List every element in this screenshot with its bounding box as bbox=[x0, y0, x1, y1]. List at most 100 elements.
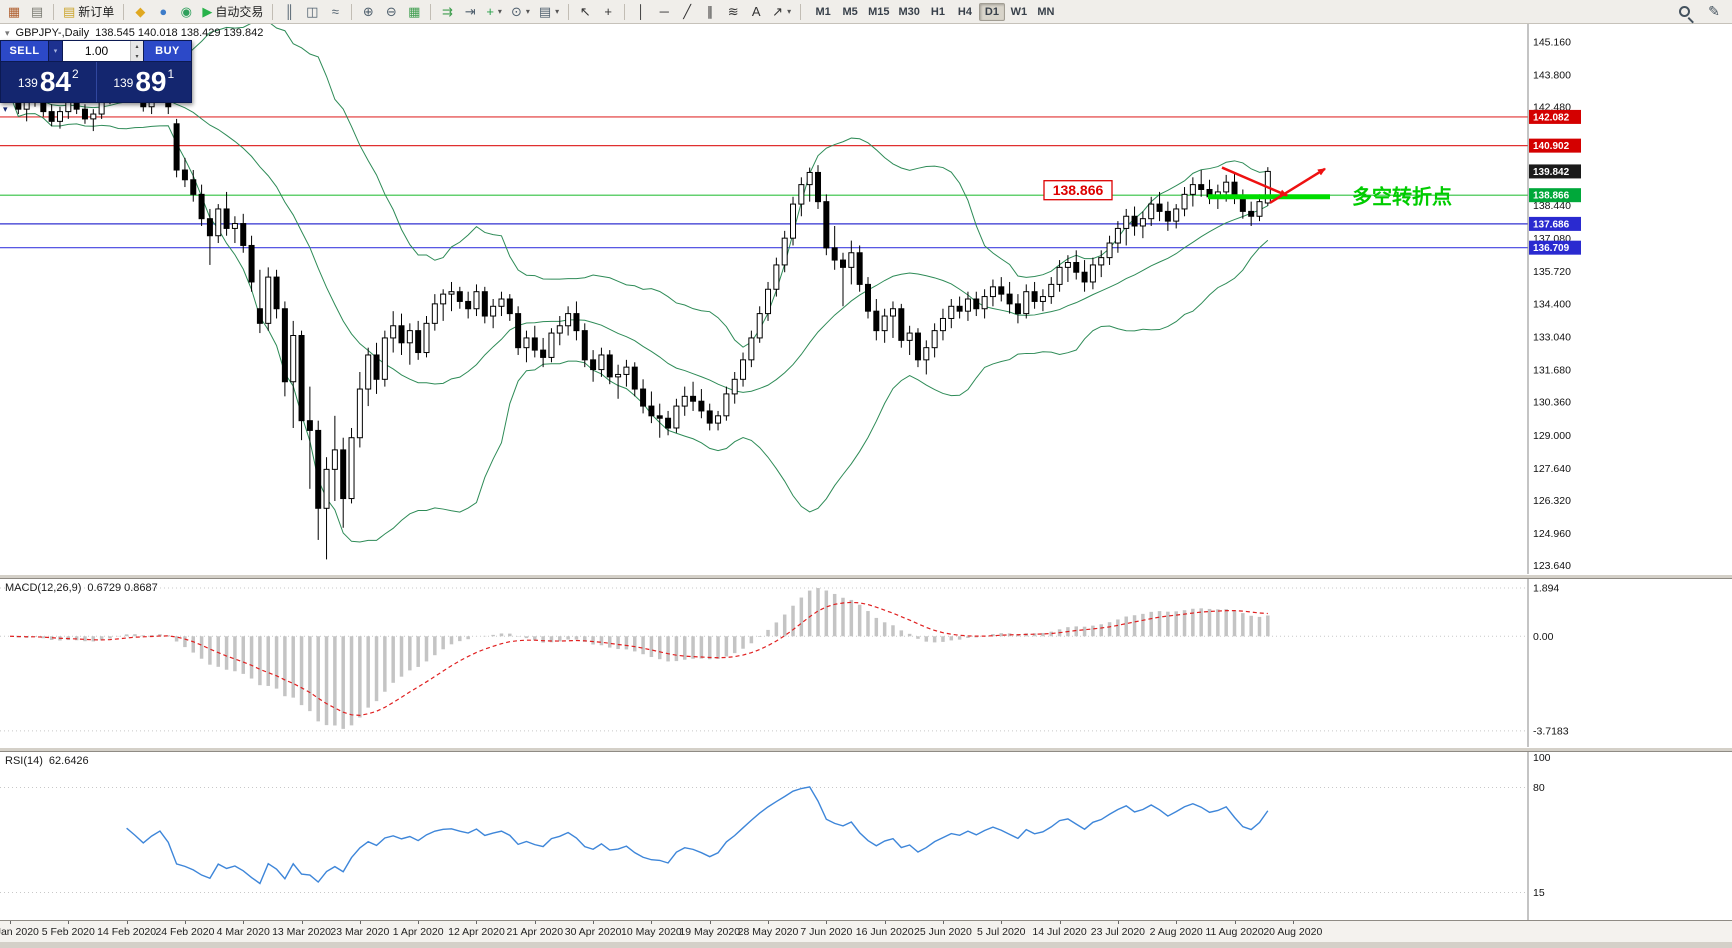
price-axis-label: 135.720 bbox=[1533, 266, 1571, 278]
indicators-icon[interactable]: + ▾ bbox=[482, 2, 506, 22]
new-order-button[interactable]: ▤ 新订单 bbox=[59, 2, 118, 22]
tile-windows-icon[interactable]: ▦ bbox=[403, 2, 425, 22]
candle bbox=[215, 204, 222, 244]
price-chart-canvas[interactable]: 145.160143.800142.480138.440137.080135.7… bbox=[0, 24, 1732, 574]
chart-shift-icon[interactable]: ⇥ bbox=[459, 2, 481, 22]
candle-body bbox=[964, 298, 971, 312]
candle-body bbox=[498, 298, 505, 307]
cursor-icon[interactable]: ↖ bbox=[574, 2, 596, 22]
arrows-icon[interactable]: ↗ ▾ bbox=[768, 2, 795, 22]
candle bbox=[1073, 250, 1080, 280]
candle-body bbox=[773, 264, 780, 290]
search-button[interactable] bbox=[1673, 2, 1695, 22]
candle-body bbox=[1098, 257, 1105, 266]
sell-button[interactable]: SELL bbox=[1, 41, 48, 61]
candle-body bbox=[473, 291, 480, 310]
sell-price-prefix: 139 bbox=[17, 76, 38, 90]
new-chart-icon[interactable]: ▦ bbox=[3, 2, 25, 22]
candle bbox=[465, 291, 472, 319]
candle bbox=[281, 301, 288, 397]
time-axis-tick bbox=[1117, 921, 1119, 924]
timeframe-m30[interactable]: M30 bbox=[898, 5, 920, 18]
navigator-icon[interactable]: ◉ bbox=[175, 2, 197, 22]
pane-divider[interactable] bbox=[0, 574, 1732, 579]
volume-stepper[interactable]: ▴ ▾ bbox=[130, 41, 144, 61]
trendline-icon[interactable]: ╱ bbox=[676, 2, 698, 22]
hline-icon[interactable]: ─ bbox=[653, 2, 675, 22]
volume-dropdown-icon[interactable]: ▾ bbox=[48, 41, 63, 61]
candle-body bbox=[923, 347, 930, 361]
timeframe-h1[interactable]: H1 bbox=[930, 5, 945, 18]
timeframe-m15[interactable]: M15 bbox=[868, 5, 890, 18]
panel-collapse-icon[interactable]: ▾ bbox=[3, 104, 8, 114]
line-chart-icon[interactable]: ≈ bbox=[324, 2, 346, 22]
autotrade-button[interactable]: ▶ 自动交易 bbox=[198, 2, 267, 22]
text-icon[interactable]: A bbox=[745, 2, 767, 22]
candle bbox=[1114, 221, 1121, 253]
macd-canvas: 1.894 0.00 -3.7183 bbox=[0, 579, 1732, 747]
bars-chart-icon[interactable]: ║ bbox=[278, 2, 300, 22]
candle-body bbox=[631, 366, 638, 390]
vline-icon[interactable]: │ bbox=[630, 2, 652, 22]
marketwatch-icon[interactable]: ◆ bbox=[129, 2, 151, 22]
candle-body bbox=[1248, 210, 1255, 217]
candle-body bbox=[281, 308, 288, 383]
candle bbox=[223, 191, 230, 236]
crosshair-icon[interactable]: + bbox=[597, 2, 619, 22]
candlestick-chart-icon[interactable]: ◫ bbox=[301, 2, 323, 22]
buy-price[interactable]: 139 89 1 bbox=[95, 62, 192, 102]
candle bbox=[873, 299, 880, 341]
rsi-line bbox=[126, 786, 1269, 885]
candle-body bbox=[790, 203, 797, 239]
candlestick-chart-icon: ◫ bbox=[306, 4, 319, 19]
price-flag-box[interactable] bbox=[1043, 180, 1113, 201]
timeframe-m5[interactable]: M5 bbox=[842, 5, 858, 18]
trend-arrow-up[interactable] bbox=[1269, 167, 1326, 204]
candle-body bbox=[390, 325, 397, 339]
order-doc-icon: ▤ bbox=[63, 4, 76, 19]
templates-icon[interactable]: ▤ ▾ bbox=[535, 2, 563, 22]
timeframe-d1[interactable]: D1 bbox=[978, 2, 1005, 21]
trend-arrow-down[interactable] bbox=[1221, 166, 1288, 197]
volume-down-icon[interactable]: ▾ bbox=[135, 53, 139, 60]
candle-body bbox=[515, 313, 522, 349]
periods-icon[interactable]: ⊙ ▾ bbox=[507, 2, 534, 22]
timeframe-w1[interactable]: W1 bbox=[1010, 5, 1028, 18]
volume-input[interactable] bbox=[63, 41, 130, 61]
chart-pane[interactable]: 145.160 143.800 142.480 138.440 137.080 135.7… bbox=[0, 24, 1732, 574]
candle bbox=[798, 177, 805, 217]
timeframe-m1[interactable]: M1 bbox=[815, 5, 831, 18]
dataview-icon[interactable]: ● bbox=[152, 2, 174, 22]
zoom-out-icon[interactable]: ⊖ bbox=[380, 2, 402, 22]
zoom-in-icon[interactable]: ⊕ bbox=[357, 2, 379, 22]
toolbar-separator bbox=[123, 3, 125, 20]
candle bbox=[90, 109, 97, 132]
candle bbox=[1089, 257, 1096, 290]
buy-button[interactable]: BUY bbox=[144, 41, 191, 61]
candle bbox=[914, 328, 921, 368]
volume-up-icon[interactable]: ▴ bbox=[135, 43, 139, 50]
price-badge-text: 139.842 bbox=[1533, 167, 1570, 178]
candle bbox=[964, 291, 971, 321]
timeframe-h4[interactable]: H4 bbox=[957, 5, 972, 18]
autoscroll-icon[interactable]: ⇉ bbox=[436, 2, 458, 22]
fibo-icon[interactable]: ≋ bbox=[722, 2, 744, 22]
pane-divider[interactable] bbox=[0, 747, 1732, 752]
channel-icon[interactable]: ∥ bbox=[699, 2, 721, 22]
price-axis[interactable]: 145.160143.800142.480138.440137.080135.7… bbox=[1529, 37, 1581, 573]
candle-body bbox=[723, 393, 730, 417]
sell-price[interactable]: 139 84 2 bbox=[1, 62, 96, 102]
candle bbox=[773, 257, 780, 297]
timeframe-mn[interactable]: MN bbox=[1037, 5, 1055, 18]
candle bbox=[956, 296, 963, 319]
price-axis-label: 134.400 bbox=[1533, 298, 1571, 310]
candle-body bbox=[898, 308, 905, 341]
candle-body bbox=[48, 111, 55, 122]
candle bbox=[481, 286, 488, 324]
profiles-icon[interactable]: ▤ bbox=[26, 2, 48, 22]
candle bbox=[690, 381, 697, 411]
candle bbox=[1014, 294, 1021, 324]
candle bbox=[248, 235, 255, 292]
edit-button[interactable]: ✎ bbox=[1703, 2, 1725, 22]
